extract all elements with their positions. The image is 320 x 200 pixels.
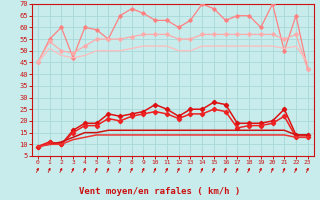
- Text: Vent moyen/en rafales ( km/h ): Vent moyen/en rafales ( km/h ): [79, 187, 241, 196]
